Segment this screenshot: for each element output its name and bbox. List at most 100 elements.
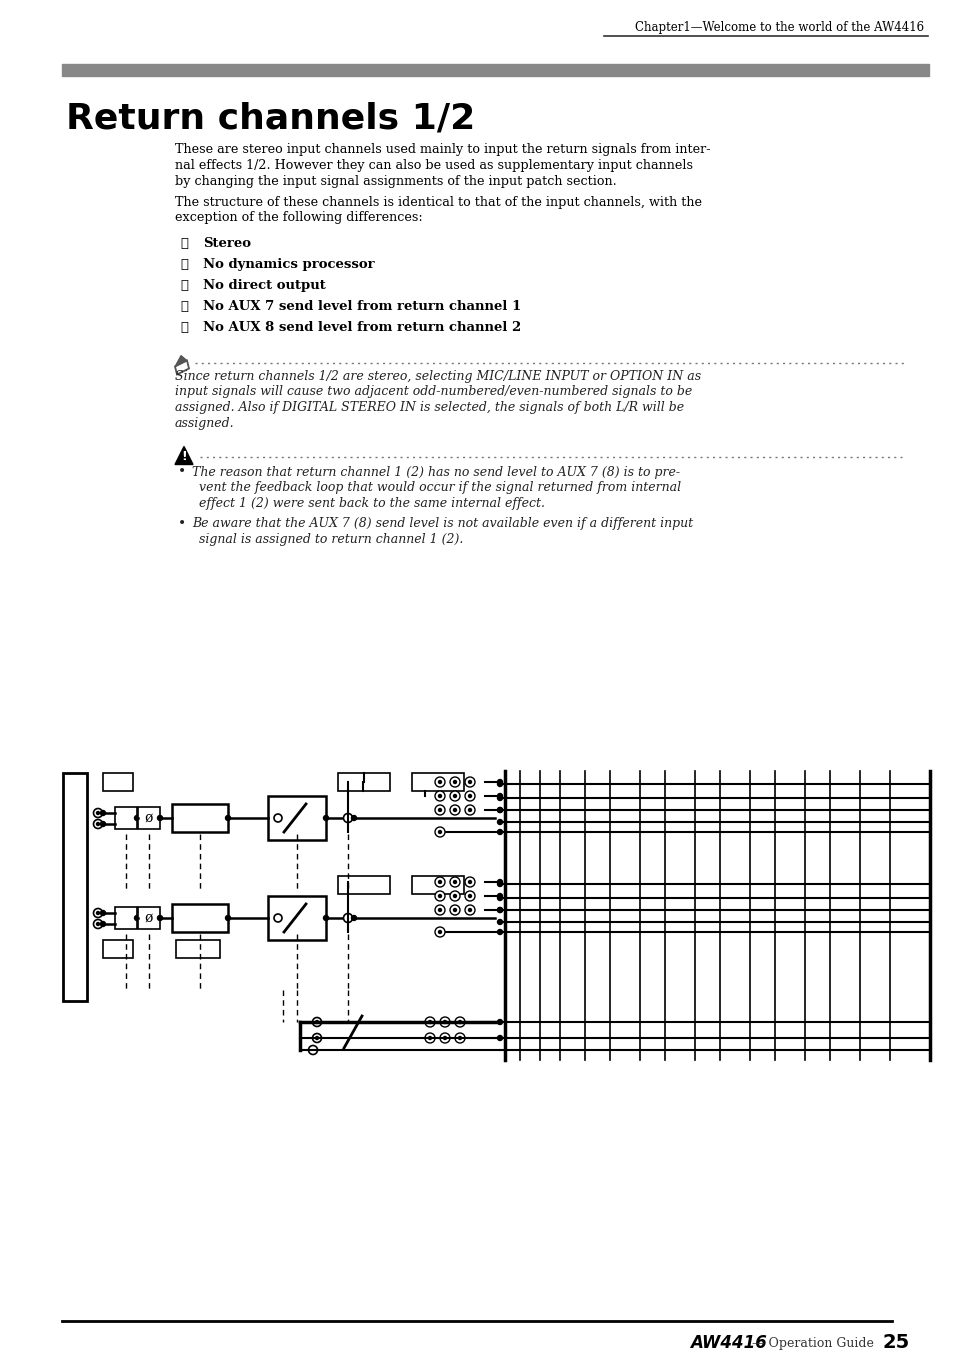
Circle shape bbox=[453, 894, 456, 897]
Circle shape bbox=[96, 823, 99, 825]
Text: 25: 25 bbox=[882, 1333, 909, 1351]
Text: ø: ø bbox=[145, 811, 153, 825]
Circle shape bbox=[497, 820, 502, 824]
Text: •: • bbox=[178, 517, 186, 531]
Circle shape bbox=[497, 796, 502, 801]
Circle shape bbox=[100, 811, 106, 816]
Circle shape bbox=[453, 908, 456, 912]
Bar bbox=[115, 907, 137, 929]
Circle shape bbox=[497, 793, 502, 798]
Circle shape bbox=[468, 908, 471, 912]
Circle shape bbox=[453, 794, 456, 797]
Text: No AUX 7 send level from return channel 1: No AUX 7 send level from return channel … bbox=[203, 300, 520, 313]
Circle shape bbox=[274, 815, 282, 821]
Circle shape bbox=[464, 877, 475, 888]
Circle shape bbox=[428, 1036, 431, 1039]
Circle shape bbox=[453, 808, 456, 812]
Text: ③: ③ bbox=[180, 280, 188, 292]
Polygon shape bbox=[174, 446, 193, 465]
Circle shape bbox=[497, 893, 502, 898]
Polygon shape bbox=[174, 355, 187, 366]
Text: ②: ② bbox=[180, 258, 188, 272]
Circle shape bbox=[435, 790, 444, 801]
Text: Since return channels 1/2 are stereo, selecting MIC/LINE INPUT or OPTION IN as: Since return channels 1/2 are stereo, se… bbox=[174, 370, 700, 382]
Text: •: • bbox=[178, 466, 186, 480]
Text: ø: ø bbox=[145, 911, 153, 925]
Circle shape bbox=[443, 1036, 446, 1039]
Circle shape bbox=[453, 781, 456, 784]
Circle shape bbox=[93, 808, 102, 817]
Circle shape bbox=[96, 812, 99, 815]
Bar bbox=[63, 773, 87, 1001]
Circle shape bbox=[313, 1017, 321, 1027]
Text: effect 1 (2) were sent back to the same internal effect.: effect 1 (2) were sent back to the same … bbox=[199, 497, 544, 509]
Circle shape bbox=[438, 781, 441, 784]
Circle shape bbox=[464, 892, 475, 901]
Circle shape bbox=[157, 816, 162, 820]
Circle shape bbox=[468, 794, 471, 797]
Text: Return channels 1/2: Return channels 1/2 bbox=[66, 101, 475, 135]
Circle shape bbox=[453, 881, 456, 884]
Bar bbox=[138, 907, 160, 929]
Circle shape bbox=[424, 1017, 435, 1027]
Circle shape bbox=[450, 777, 459, 788]
Circle shape bbox=[497, 781, 502, 786]
Circle shape bbox=[439, 1034, 450, 1043]
Text: No AUX 8 send level from return channel 2: No AUX 8 send level from return channel … bbox=[203, 322, 520, 334]
Circle shape bbox=[100, 821, 106, 827]
Bar bbox=[268, 896, 326, 940]
Text: No direct output: No direct output bbox=[203, 280, 325, 292]
Circle shape bbox=[497, 830, 502, 835]
Circle shape bbox=[343, 813, 352, 823]
Text: Be aware that the AUX 7 (8) send level is not available even if a different inpu: Be aware that the AUX 7 (8) send level i… bbox=[192, 517, 693, 531]
Text: input signals will cause two adjacent odd-numbered/even-numbered signals to be: input signals will cause two adjacent od… bbox=[174, 385, 692, 399]
Text: No dynamics processor: No dynamics processor bbox=[203, 258, 375, 272]
Circle shape bbox=[438, 881, 441, 884]
Circle shape bbox=[450, 905, 459, 915]
Circle shape bbox=[435, 892, 444, 901]
Circle shape bbox=[438, 831, 441, 834]
Circle shape bbox=[497, 780, 502, 785]
Text: exception of the following differences:: exception of the following differences: bbox=[174, 212, 422, 224]
Circle shape bbox=[497, 908, 502, 912]
Circle shape bbox=[274, 915, 282, 921]
Circle shape bbox=[313, 1034, 321, 1043]
Bar bbox=[103, 940, 132, 958]
Circle shape bbox=[435, 905, 444, 915]
Circle shape bbox=[497, 808, 502, 812]
Bar bbox=[103, 773, 132, 790]
Bar bbox=[175, 940, 220, 958]
Bar bbox=[172, 804, 228, 832]
Circle shape bbox=[438, 894, 441, 897]
Text: !: ! bbox=[181, 450, 187, 463]
Circle shape bbox=[468, 894, 471, 897]
Circle shape bbox=[464, 777, 475, 788]
Circle shape bbox=[438, 908, 441, 912]
Circle shape bbox=[450, 892, 459, 901]
Text: assigned.: assigned. bbox=[174, 416, 234, 430]
Circle shape bbox=[468, 881, 471, 884]
Circle shape bbox=[458, 1020, 461, 1024]
Circle shape bbox=[458, 1036, 461, 1039]
Circle shape bbox=[497, 896, 502, 901]
Bar bbox=[268, 796, 326, 840]
Circle shape bbox=[435, 805, 444, 815]
Bar bbox=[115, 807, 137, 830]
Circle shape bbox=[351, 916, 356, 920]
Circle shape bbox=[93, 820, 102, 828]
Circle shape bbox=[497, 908, 502, 912]
Circle shape bbox=[455, 1017, 464, 1027]
Circle shape bbox=[468, 808, 471, 812]
Circle shape bbox=[439, 1017, 450, 1027]
Circle shape bbox=[450, 877, 459, 888]
Circle shape bbox=[497, 929, 502, 935]
Circle shape bbox=[323, 816, 328, 820]
Circle shape bbox=[315, 1036, 318, 1039]
Circle shape bbox=[497, 1035, 502, 1040]
Text: The structure of these channels is identical to that of the input channels, with: The structure of these channels is ident… bbox=[174, 196, 701, 209]
Circle shape bbox=[438, 808, 441, 812]
Bar bbox=[138, 807, 160, 830]
Text: nal effects 1/2. However they can also be used as supplementary input channels: nal effects 1/2. However they can also b… bbox=[174, 159, 692, 172]
Circle shape bbox=[308, 1046, 317, 1055]
Circle shape bbox=[424, 1034, 435, 1043]
